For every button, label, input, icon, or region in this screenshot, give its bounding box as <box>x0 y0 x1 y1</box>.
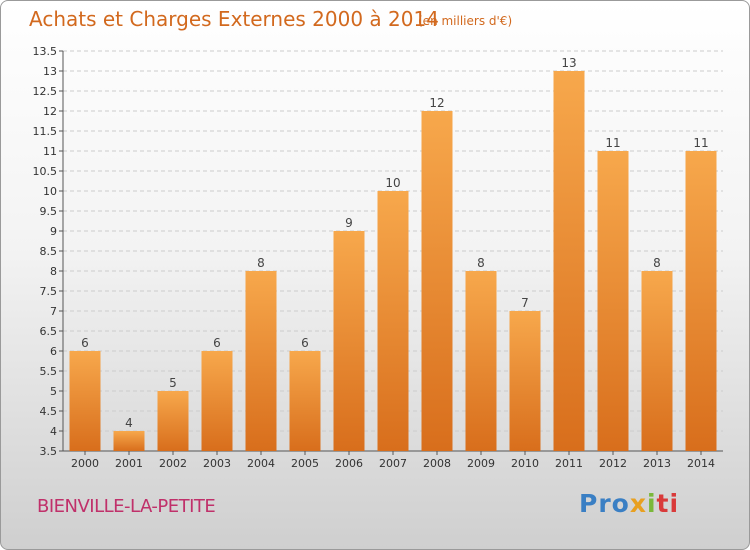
y-tick-label: 4 <box>50 425 57 438</box>
y-tick-label: 12 <box>43 105 57 118</box>
bars <box>69 71 717 451</box>
labels: 3.5 4 4.5 5 5.5 6 6.5 7 7.5 8 8.5 9 9.5 10 10.5 11 11.5 1… <box>33 45 716 470</box>
bar-2007 <box>377 191 409 451</box>
bar-2009 <box>465 271 497 451</box>
logo-part: x <box>629 489 647 518</box>
commune-name: BIENVILLE-LA-PETITE <box>37 496 216 517</box>
bar-value-label: 5 <box>169 376 177 390</box>
bar-2002 <box>157 391 189 451</box>
bar-value-label: 13 <box>561 56 576 70</box>
y-tick-label: 13 <box>43 65 57 78</box>
x-tick-label: 2004 <box>247 457 275 470</box>
x-tick-label: 2009 <box>467 457 495 470</box>
bar-2010 <box>509 311 541 451</box>
bar-value-label: 4 <box>125 416 133 430</box>
bar-2001 <box>113 431 145 451</box>
y-tick-label: 12.5 <box>33 85 58 98</box>
proxiti-logo: Proxiti <box>579 489 679 518</box>
bar-2000 <box>69 351 101 451</box>
bar-value-label: 7 <box>521 296 529 310</box>
bar-2003 <box>201 351 233 451</box>
bar-2013 <box>641 271 673 451</box>
bar-2004 <box>245 271 277 451</box>
bar-2014 <box>685 151 717 451</box>
x-tick-label: 2003 <box>203 457 231 470</box>
y-tick-label: 11.5 <box>33 125 58 138</box>
bar-2006 <box>333 231 365 451</box>
bar-value-label: 12 <box>429 96 444 110</box>
bar-value-label: 9 <box>345 216 353 230</box>
x-tick-label: 2006 <box>335 457 363 470</box>
chart-title: Achats et Charges Externes 2000 à 2014 <box>29 7 439 31</box>
x-tick-label: 2001 <box>115 457 143 470</box>
logo-part: Pro <box>579 489 630 518</box>
x-tick-label: 2010 <box>511 457 539 470</box>
y-tick-label: 8 <box>50 265 57 278</box>
bar-value-label: 6 <box>301 336 309 350</box>
bar-2011 <box>553 71 585 451</box>
bar-value-label: 11 <box>693 136 708 150</box>
bar-value-label: 8 <box>653 256 661 270</box>
x-tick-label: 2011 <box>555 457 583 470</box>
y-tick-label: 6.5 <box>40 325 58 338</box>
bar-value-label: 10 <box>385 176 400 190</box>
x-tick-label: 2002 <box>159 457 187 470</box>
y-tick-label: 11 <box>43 145 57 158</box>
y-tick-label: 5.5 <box>40 365 58 378</box>
bar-value-label: 11 <box>605 136 620 150</box>
bar-value-label: 6 <box>81 336 89 350</box>
bar-value-label: 8 <box>257 256 265 270</box>
x-tick-label: 2005 <box>291 457 319 470</box>
logo-part: i <box>646 489 657 518</box>
x-tick-label: 2012 <box>599 457 627 470</box>
bar-value-label: 6 <box>213 336 221 350</box>
y-tick-label: 9.5 <box>40 205 58 218</box>
y-tick-label: 10.5 <box>33 165 58 178</box>
y-tick-label: 13.5 <box>33 45 58 58</box>
x-tick-label: 2013 <box>643 457 671 470</box>
bar-value-label: 8 <box>477 256 485 270</box>
chart-subtitle: (en milliers d'€) <box>418 14 513 28</box>
y-tick-label: 3.5 <box>40 445 58 458</box>
x-tick-label: 2014 <box>687 457 715 470</box>
x-tick-label: 2000 <box>71 457 99 470</box>
y-tick-label: 4.5 <box>40 405 58 418</box>
x-tick-label: 2008 <box>423 457 451 470</box>
logo-part: ti <box>656 489 680 518</box>
y-tick-label: 9 <box>50 225 57 238</box>
x-tick-label: 2007 <box>379 457 407 470</box>
y-tick-label: 6 <box>50 345 57 358</box>
y-tick-label: 10 <box>43 185 57 198</box>
bar-2005 <box>289 351 321 451</box>
bar-2012 <box>597 151 629 451</box>
y-tick-label: 7.5 <box>40 285 58 298</box>
y-tick-label: 8.5 <box>40 245 58 258</box>
y-tick-label: 5 <box>50 385 57 398</box>
bar-2008 <box>421 111 453 451</box>
y-tick-label: 7 <box>50 305 57 318</box>
